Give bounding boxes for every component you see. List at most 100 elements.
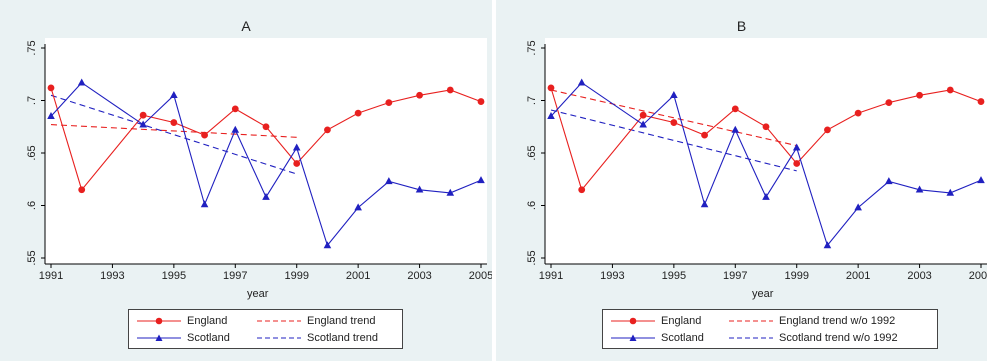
legend: England Scotland England trend w/o 1992 … xyxy=(602,309,938,349)
chart-title: A xyxy=(241,18,251,34)
data-point-scotland xyxy=(670,91,678,99)
y-tick-label: .7 xyxy=(26,96,38,105)
x-tick-label: 1993 xyxy=(100,270,124,282)
data-point-england xyxy=(670,119,678,126)
plot-region xyxy=(45,38,487,264)
data-point-england xyxy=(324,126,331,134)
x-tick-label: 1991 xyxy=(39,270,63,282)
chart-panel-a: A .55 .6 .65 .7 .75 1991 1993 1995 1997 1999 2001 2… xyxy=(0,0,492,361)
data-point-england xyxy=(977,98,985,105)
data-point-england xyxy=(885,99,893,106)
data-point-scotland xyxy=(792,143,801,151)
plot-region xyxy=(545,38,987,264)
x-tick-label: 2001 xyxy=(846,270,870,282)
data-point-scotland xyxy=(477,176,485,184)
data-point-england xyxy=(701,131,708,139)
data-point-england xyxy=(47,84,55,92)
x-tick-label: 1995 xyxy=(162,270,186,282)
data-point-scotland xyxy=(915,185,924,193)
legend: England Scotland England trend Scotland … xyxy=(128,309,403,349)
x-tick-label: 1999 xyxy=(284,270,308,282)
y-tick-label: .7 xyxy=(526,96,538,105)
series-line-england-trend xyxy=(50,124,297,138)
x-tick-label: 2001 xyxy=(346,270,370,282)
data-point-scotland xyxy=(446,188,455,196)
x-tick-label: 2003 xyxy=(907,270,931,282)
data-point-england xyxy=(354,109,362,117)
data-point-england xyxy=(946,86,954,94)
data-point-scotland xyxy=(823,241,832,249)
data-point-scotland xyxy=(731,125,740,133)
x-tick-label: 1991 xyxy=(539,270,563,282)
y-tick-label: .55 xyxy=(26,250,38,265)
series-line-scotland xyxy=(50,81,482,247)
data-point-scotland xyxy=(700,200,709,208)
data-point-england xyxy=(762,123,770,131)
series-line-scotland-trend xyxy=(50,94,297,175)
data-point-scotland xyxy=(977,176,985,184)
data-point-england xyxy=(793,160,801,167)
data-point-england xyxy=(824,126,831,134)
data-point-scotland xyxy=(200,200,209,208)
data-point-england xyxy=(139,111,147,119)
data-point-scotland xyxy=(170,91,178,99)
data-point-scotland xyxy=(292,143,301,151)
y-tick-label: .75 xyxy=(26,40,38,55)
data-point-scotland xyxy=(354,203,362,211)
data-point-england xyxy=(170,119,178,126)
y-tick-label: .65 xyxy=(526,145,538,160)
y-tick-label: .65 xyxy=(26,145,38,160)
plot-area: .55 .6 .65 .7 .75 1991 1993 1995 1997 1999 2001 200… xyxy=(526,38,987,282)
data-point-scotland xyxy=(139,120,147,128)
data-point-england xyxy=(639,111,647,119)
data-point-england xyxy=(477,98,485,105)
data-point-england xyxy=(446,86,454,94)
data-point-scotland xyxy=(385,177,393,185)
data-point-england xyxy=(201,131,208,139)
series-line-england xyxy=(550,87,982,191)
series-line-england xyxy=(50,87,482,191)
plot-area: .55 .6 .65 .7 .75 1991 1993 1995 1997 1999 2001 200… xyxy=(26,38,492,282)
data-point-scotland xyxy=(946,188,955,196)
data-point-england xyxy=(731,105,739,113)
y-tick-label: .6 xyxy=(526,201,538,210)
x-tick-label: 2005 xyxy=(469,270,492,282)
data-point-england xyxy=(293,160,301,167)
x-axis-label: year xyxy=(752,288,774,300)
x-tick-label: 1999 xyxy=(784,270,808,282)
data-point-england xyxy=(854,109,862,117)
data-point-england xyxy=(547,84,555,92)
data-point-scotland xyxy=(547,112,555,120)
x-tick-label: 1997 xyxy=(723,270,747,282)
x-axis-label: year xyxy=(247,288,269,300)
data-point-england xyxy=(916,91,923,99)
data-point-scotland xyxy=(262,192,270,200)
data-point-scotland xyxy=(762,192,770,200)
data-point-scotland xyxy=(415,185,424,193)
x-tick-label: 1995 xyxy=(662,270,686,282)
data-point-scotland xyxy=(639,120,647,128)
x-tick-label: 2003 xyxy=(407,270,431,282)
data-point-england xyxy=(578,186,586,194)
x-tick-label: 2005 xyxy=(969,270,987,282)
y-tick-label: .55 xyxy=(526,250,538,265)
data-point-england xyxy=(385,99,393,106)
data-point-england xyxy=(416,91,423,99)
data-point-scotland xyxy=(77,78,86,86)
chart-panel-b: B .55 .6 .65 .7 .75 1991 1993 1995 1997 1999 2001 2… xyxy=(496,0,987,361)
data-point-scotland xyxy=(885,177,893,185)
chart-title: B xyxy=(736,18,747,34)
data-point-scotland xyxy=(854,203,862,211)
series-line-scotland-trend-w-o-1992 xyxy=(550,109,797,172)
data-point-scotland xyxy=(323,241,332,249)
data-point-england xyxy=(231,105,239,113)
data-point-scotland xyxy=(231,125,240,133)
data-point-scotland xyxy=(577,78,586,86)
series-line-scotland xyxy=(550,81,982,247)
data-point-england xyxy=(262,123,270,131)
x-tick-label: 1997 xyxy=(223,270,247,282)
y-tick-label: .6 xyxy=(26,201,38,210)
data-point-england xyxy=(78,186,86,194)
data-point-scotland xyxy=(47,112,55,120)
y-tick-label: .75 xyxy=(526,40,538,55)
